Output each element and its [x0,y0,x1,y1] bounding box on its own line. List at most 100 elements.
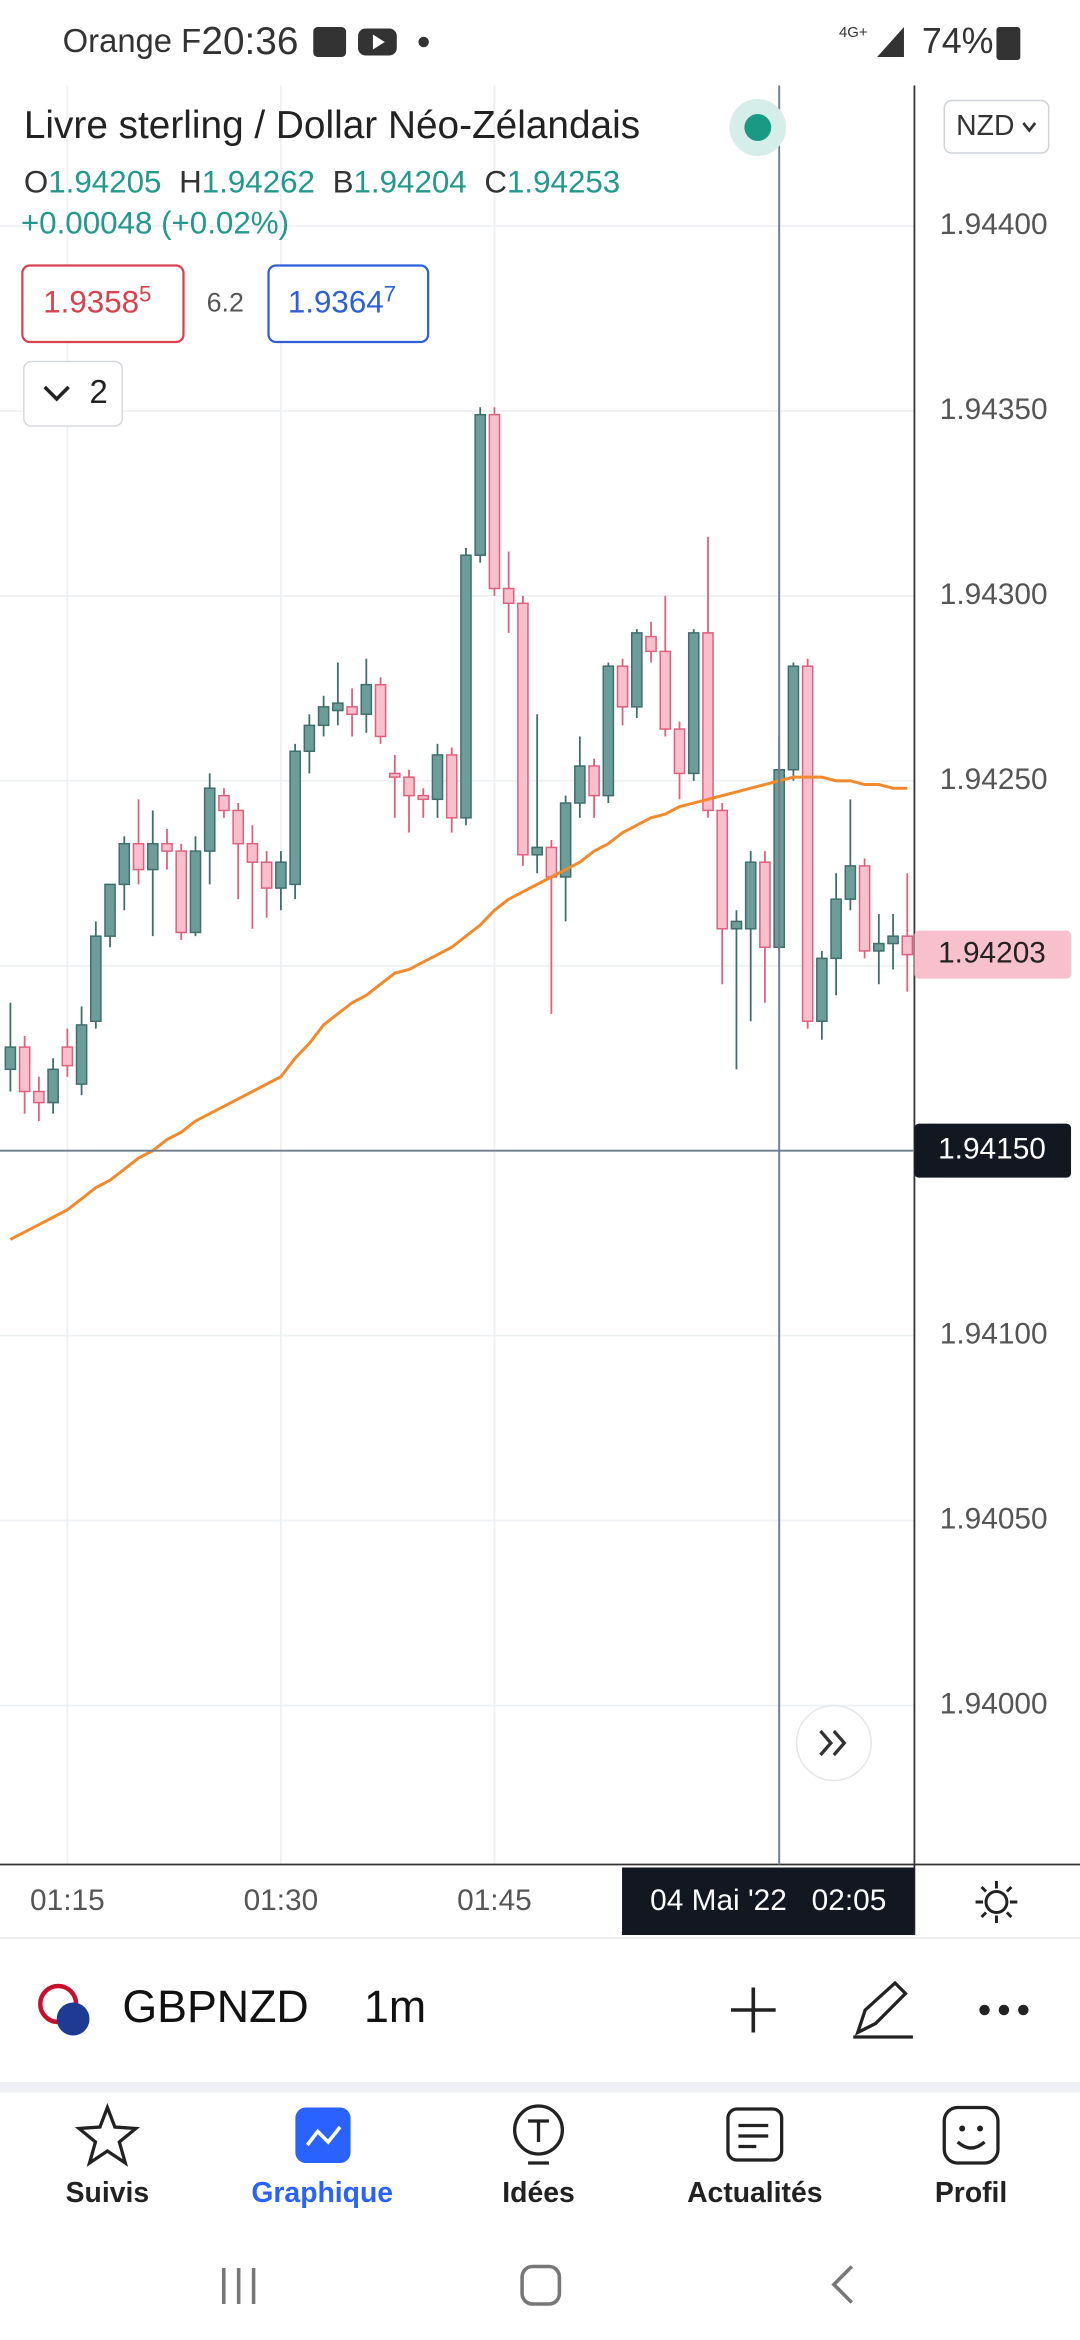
candle-body [474,413,487,556]
battery-text: 74% [922,21,994,61]
clock: 20:36 [201,20,298,63]
nav-icon-news[interactable] [726,2107,784,2162]
candle-body [388,772,401,778]
candle-body [460,554,472,819]
indicators-toggle[interactable] [23,360,124,427]
sys-home[interactable] [520,2264,562,2306]
x-tick-label: 01:15 [30,1884,105,1917]
candle-body [218,794,230,812]
candle-body [687,632,700,775]
nav-label-active[interactable]: Graphique [251,2177,393,2209]
candle-body [673,728,686,775]
ask-pip: 7 [384,281,396,306]
network: 4G+ [839,24,868,41]
nav-icon-profile[interactable] [942,2105,1000,2165]
flag-nz [56,2002,90,2036]
nav-label[interactable]: Idées [502,2177,574,2209]
crosshair-time-box [622,1867,915,1935]
nav-icon-bulb[interactable] [512,2104,565,2156]
sys-back[interactable] [831,2265,854,2304]
indicators-count: 2 [90,373,108,410]
battery-icon [996,27,1021,60]
ohlc-value: 1.94262 [202,165,315,200]
overlay-layer: 1.940001.940501.941001.941501.942001.942… [0,85,1080,1935]
currency-select[interactable] [943,99,1050,154]
candle-body [104,883,116,937]
candle-body [602,665,615,797]
candle-body [488,413,501,590]
divider-band [0,2082,1080,2093]
y-tick-label: 1.94000 [940,1687,1048,1720]
gallery-icon [313,27,347,57]
settings-icon[interactable] [975,1881,1018,1923]
status-bar: Orange F 20:36 4G+ 74% [0,0,1080,86]
candle-body [545,846,558,878]
youtube-play [372,34,385,50]
ohlc-label: C [484,165,507,200]
candle-body [417,794,430,801]
last-price-tag [914,930,1072,979]
bid-main: 1.9358 [43,285,139,320]
more-icon[interactable] [979,2004,1029,2016]
candle-body [346,706,358,716]
ohlc-line: O1.94205 H1.94262 B1.94204 C1.94253 [24,165,620,200]
y-tick-label: 1.94100 [940,1317,1048,1350]
candle-body [246,842,259,863]
nav-eye [977,2125,984,2132]
candle-body [830,898,842,960]
buy-button[interactable] [267,264,430,344]
candle-body [531,846,543,856]
nav-label[interactable]: Actualités [687,2177,822,2209]
candle-body [260,861,273,889]
live-dot [744,114,772,141]
draw-icon[interactable] [853,1980,913,2039]
sun-core [984,1890,1009,1914]
ohlc-label: B [333,165,354,200]
candle-body [559,802,572,878]
crosshair-time-label: 04 Mai '22 02:05 [650,1884,886,1917]
candle-body [118,842,131,886]
candle-body [146,842,159,871]
chevron [43,385,70,402]
candle-body [431,754,444,801]
candle-body [175,850,188,934]
nav-chart-line [305,2125,342,2147]
interval[interactable]: 1m [364,1981,426,2032]
candle-body [616,665,629,708]
crosshair-price-label: 1.94150 [938,1133,1046,1166]
candle-body [858,865,871,952]
currency-caret [1022,122,1037,133]
y-tick-label: 1.94250 [940,763,1048,796]
bottom-nav: Suivis Graphique Idées Actualités Profil [66,2102,1007,2209]
scroll-icon [819,1729,847,1757]
last-price-label: 1.94203 [938,937,1046,970]
x-tick-label: 01:45 [457,1884,532,1917]
spread: 6.2 [207,288,244,318]
candle-body [18,1046,31,1093]
y-tick-label: 1.94350 [940,393,1048,426]
nav-label[interactable]: Profil [935,2177,1007,2209]
bid: 1.93585 [43,281,151,319]
candle-body [716,809,729,930]
candle-body [4,1046,17,1071]
candle-body [730,920,743,930]
candle-body [303,724,316,752]
candle-body [901,935,914,956]
title: Livre sterling / Dollar Néo-Zélandais [24,104,640,147]
candle-body [659,650,672,730]
candle-body [517,602,529,856]
add-icon[interactable] [730,1987,776,2033]
nav-icon-star[interactable] [74,2102,140,2167]
ohlc-value: 1.94204 [354,165,467,200]
sell-button[interactable] [21,264,185,344]
y-tick-label: 1.94050 [940,1502,1048,1535]
y-tick-label: 1.94400 [940,208,1048,241]
candle-body [232,809,245,845]
nav-label[interactable]: Suivis [66,2177,149,2209]
scroll-right-button[interactable] [795,1704,872,1782]
candle-body [787,665,800,771]
candle-body [317,706,330,727]
candle-body [502,587,515,605]
sys-recent[interactable] [221,2268,256,2304]
